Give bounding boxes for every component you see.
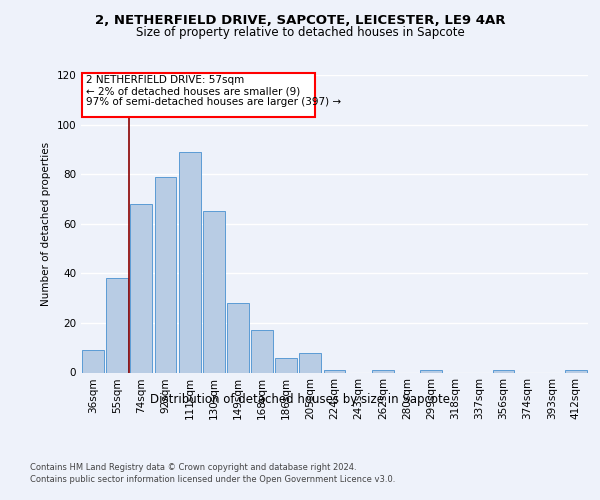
Bar — [275, 358, 297, 372]
Bar — [130, 204, 152, 372]
FancyBboxPatch shape — [82, 72, 315, 117]
Text: 2 NETHERFIELD DRIVE: 57sqm: 2 NETHERFIELD DRIVE: 57sqm — [86, 74, 244, 85]
Y-axis label: Number of detached properties: Number of detached properties — [41, 142, 51, 306]
Bar — [179, 152, 200, 372]
Bar — [203, 212, 224, 372]
Bar — [420, 370, 442, 372]
Bar — [493, 370, 514, 372]
Bar — [251, 330, 273, 372]
Text: Contains HM Land Registry data © Crown copyright and database right 2024.: Contains HM Land Registry data © Crown c… — [30, 462, 356, 471]
Text: 97% of semi-detached houses are larger (397) →: 97% of semi-detached houses are larger (… — [86, 98, 341, 108]
Bar — [565, 370, 587, 372]
Text: Contains public sector information licensed under the Open Government Licence v3: Contains public sector information licen… — [30, 475, 395, 484]
Bar — [372, 370, 394, 372]
Bar — [106, 278, 128, 372]
Bar — [299, 352, 321, 372]
Bar — [82, 350, 104, 372]
Text: 2, NETHERFIELD DRIVE, SAPCOTE, LEICESTER, LE9 4AR: 2, NETHERFIELD DRIVE, SAPCOTE, LEICESTER… — [95, 14, 505, 27]
Bar — [155, 176, 176, 372]
Text: Distribution of detached houses by size in Sapcote: Distribution of detached houses by size … — [150, 392, 450, 406]
Text: ← 2% of detached houses are smaller (9): ← 2% of detached houses are smaller (9) — [86, 86, 300, 96]
Bar — [227, 303, 249, 372]
Bar — [323, 370, 346, 372]
Text: Size of property relative to detached houses in Sapcote: Size of property relative to detached ho… — [136, 26, 464, 39]
